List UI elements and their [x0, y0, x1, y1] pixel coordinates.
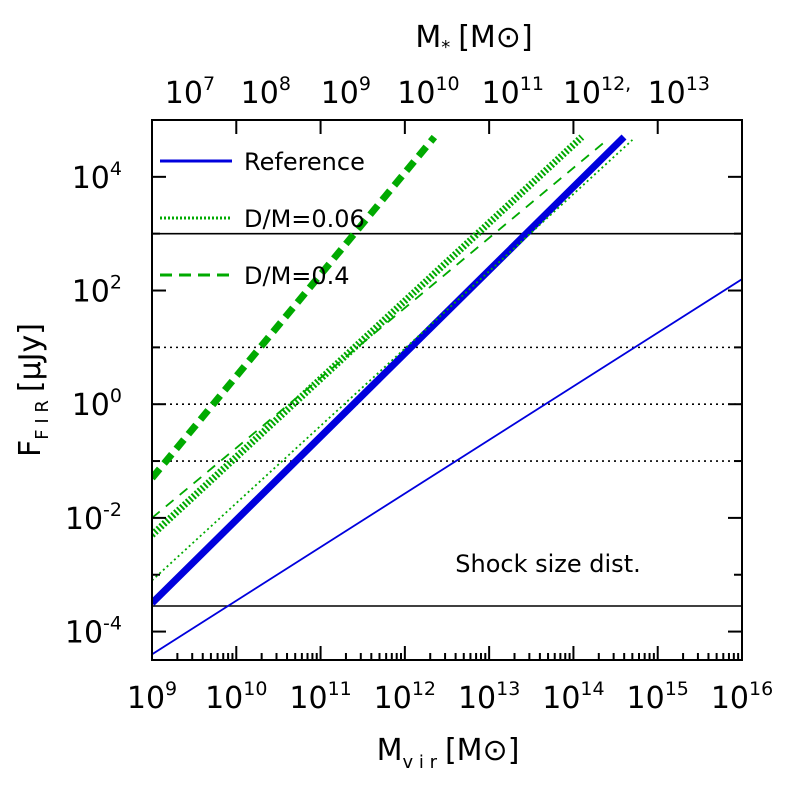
x-tick-label-13-exp: 13 [496, 678, 520, 700]
y-axis-title: FF I R [μJy] [13, 323, 53, 457]
legend: Reference D/M=0.06 D/M=0.4 [160, 148, 365, 290]
x-tick-label-10-exp: 10 [243, 678, 267, 700]
y-axis-title-sub: F I R [32, 400, 53, 440]
top-tick-label-11-exp: 11 [520, 73, 544, 95]
y-tick-label-4-exp: 4 [110, 158, 122, 180]
top-tick-label-10-base: 10 [397, 76, 435, 111]
y-tick-label-2: 102 [72, 272, 122, 310]
top-tick-label-13: 1013 [648, 73, 710, 111]
series-lines [152, 134, 742, 656]
annotation: Shock size dist. [455, 550, 640, 578]
top-tick-label-10-exp: 10 [435, 73, 459, 95]
tick-labels: 109 1010 1011 1012 1013 1014 1015 101610-410-21… [65, 73, 773, 716]
top-tick-label-12,-base: 10 [563, 76, 601, 111]
series-line-1 [152, 134, 627, 606]
top-tick-label-9: 109 [321, 73, 371, 111]
top-tick-label-7-base: 10 [165, 76, 203, 111]
top-tick-label-11: 1011 [482, 73, 544, 111]
y-axis-title-unit: [μJy] [13, 323, 48, 392]
x-tick-label-14-exp: 14 [580, 678, 604, 700]
x-tick-label-12-base: 10 [374, 681, 412, 716]
top-tick-label-9-base: 10 [321, 76, 359, 111]
x-tick-label-15-base: 10 [627, 681, 665, 716]
x-axis-title-main: M [377, 733, 403, 768]
x-tick-label-15: 1015 [627, 678, 689, 716]
x-axis-title-sub: v i r [402, 752, 437, 773]
y-tick-label-0-exp: 0 [110, 385, 122, 407]
axis-ticks [151, 119, 743, 660]
y-tick-label-2-exp: 2 [110, 272, 122, 294]
x-tick-label-12: 1012 [374, 678, 436, 716]
y-tick-label--2: 10-2 [65, 499, 122, 537]
top-tick-label-7: 107 [165, 73, 215, 111]
top-tick-label-7-exp: 7 [203, 73, 215, 95]
top-tick-label-8-base: 10 [241, 76, 279, 111]
top-axis-title-unit: [M⊙] [458, 20, 532, 55]
x-tick-label-10: 1010 [205, 678, 267, 716]
top-tick-label-8: 108 [241, 73, 291, 111]
y-tick-label--4-base: 10 [65, 616, 103, 651]
series-line-3 [152, 134, 585, 538]
top-axis-title-main: M [415, 20, 441, 55]
top-tick-label-12,: 1012, [563, 73, 631, 111]
x-tick-label-9-base: 10 [127, 681, 165, 716]
top-tick-label-13-base: 10 [648, 76, 686, 111]
x-tick-label-16-exp: 16 [749, 678, 773, 700]
top-axis-title: M* [M⊙] [415, 20, 532, 58]
x-tick-label-10-base: 10 [205, 681, 243, 716]
y-tick-label--2-base: 10 [65, 502, 103, 537]
series-line-5 [152, 134, 438, 481]
reference-lines [152, 232, 742, 607]
x-tick-label-9-exp: 9 [165, 678, 177, 700]
top-axis-title-sub: * [441, 37, 450, 58]
x-tick-label-16: 1016 [711, 678, 773, 716]
top-tick-label-11-base: 10 [482, 76, 520, 111]
y-tick-label--2-exp: -2 [103, 499, 122, 521]
top-tick-label-12,-exp: 12, [601, 73, 631, 95]
y-tick-label-0-base: 10 [72, 388, 110, 423]
legend-label-1: D/M=0.06 [244, 205, 365, 233]
x-tick-label-9: 109 [127, 678, 177, 716]
y-tick-label--4: 10-4 [65, 613, 122, 651]
x-tick-label-16-base: 10 [711, 681, 749, 716]
y-tick-label-4: 104 [72, 158, 122, 196]
x-tick-label-14: 1014 [542, 678, 604, 716]
legend-label-0: Reference [244, 148, 365, 176]
x-tick-label-15-exp: 15 [665, 678, 689, 700]
y-tick-label-2-base: 10 [72, 275, 110, 310]
x-axis-title: Mv i r [M⊙] [377, 733, 520, 773]
series-line-4 [152, 139, 608, 519]
top-tick-label-13-exp: 13 [686, 73, 710, 95]
legend-label-2: D/M=0.4 [244, 262, 350, 290]
y-axis-title-main: F [13, 440, 48, 457]
x-tick-label-12-exp: 12 [412, 678, 436, 700]
plot-frame [151, 119, 743, 661]
x-axis-title-unit: [M⊙] [445, 733, 519, 768]
top-tick-label-10: 1010 [397, 73, 459, 111]
x-tick-label-11-base: 10 [289, 681, 327, 716]
y-tick-label-4-base: 10 [72, 161, 110, 196]
y-tick-label--4-exp: -4 [103, 613, 122, 635]
x-tick-label-13-base: 10 [458, 681, 496, 716]
series-line-0 [152, 278, 742, 656]
top-tick-label-8-exp: 8 [279, 73, 291, 95]
series-line-2 [152, 139, 634, 582]
x-tick-label-11-exp: 11 [328, 678, 352, 700]
x-tick-label-11: 1011 [289, 678, 351, 716]
x-tick-label-14-base: 10 [542, 681, 580, 716]
x-tick-label-13: 1013 [458, 678, 520, 716]
y-tick-label-0: 100 [72, 385, 122, 423]
top-tick-label-9-exp: 9 [359, 73, 371, 95]
